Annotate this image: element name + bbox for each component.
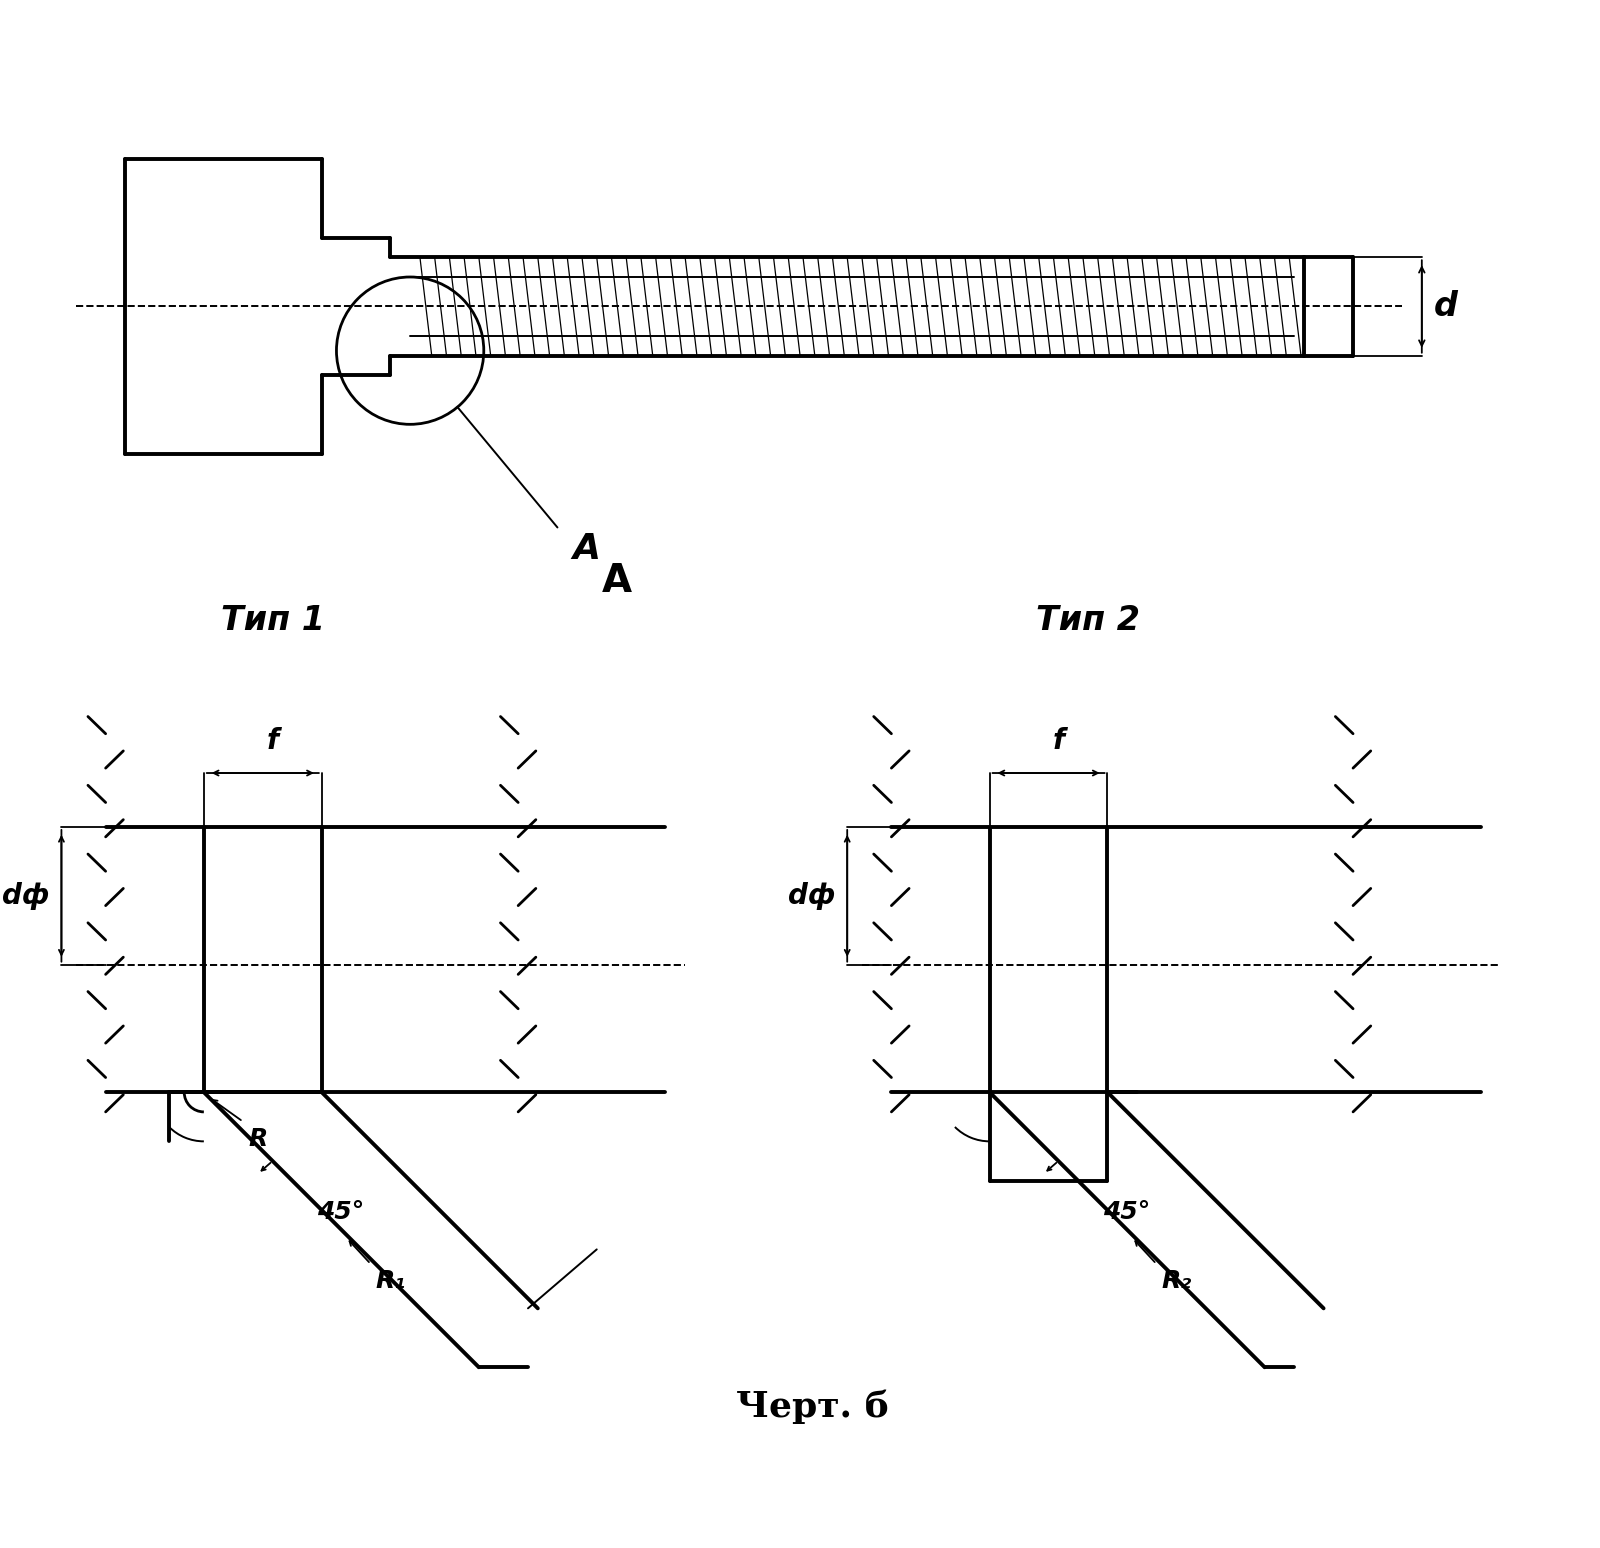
Text: dф: dф	[2, 882, 50, 910]
Text: dф: dф	[789, 882, 835, 910]
Text: Черт. б: Черт. б	[736, 1389, 890, 1424]
Text: R₂: R₂	[1162, 1269, 1192, 1293]
Text: 45°: 45°	[317, 1200, 365, 1224]
Text: f: f	[1053, 728, 1064, 755]
Text: A: A	[602, 562, 632, 599]
Text: R: R	[248, 1127, 267, 1150]
Text: f: f	[267, 728, 278, 755]
Text: Тип 2: Тип 2	[1035, 604, 1139, 638]
Text: A: A	[573, 533, 600, 567]
Text: 45°: 45°	[1102, 1200, 1150, 1224]
Text: d: d	[1434, 289, 1458, 324]
Text: R₁: R₁	[376, 1269, 406, 1293]
Text: Тип 1: Тип 1	[221, 604, 325, 638]
